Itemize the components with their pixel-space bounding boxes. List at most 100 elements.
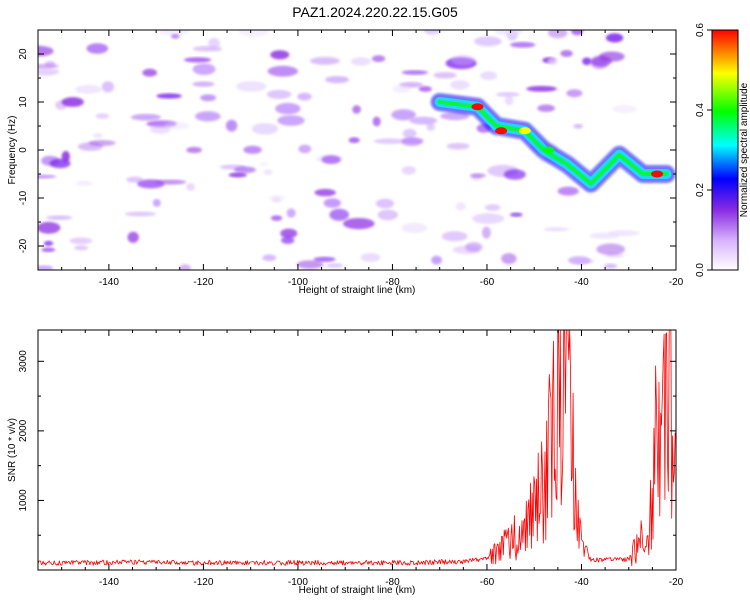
heatmap-texture-blob xyxy=(186,183,196,191)
heatmap-texture-blob xyxy=(451,54,476,66)
heatmap-x-tick-label: -40 xyxy=(574,277,589,288)
heatmap-texture-blob xyxy=(225,119,238,132)
heatmap-texture-blob xyxy=(93,133,103,139)
heatmap-texture-blob xyxy=(472,213,505,224)
heatmap-texture-blob xyxy=(314,188,336,197)
heatmap-texture-blob xyxy=(124,211,156,217)
heatmap-texture-blob xyxy=(510,41,536,48)
heatmap-texture-blob xyxy=(409,116,438,125)
heatmap-texture-blob xyxy=(286,208,296,218)
heatmap-texture-blob xyxy=(137,179,165,189)
snr-y-label: SNR (10 * v/v) xyxy=(7,418,18,482)
heatmap-texture-blob xyxy=(75,180,93,186)
heatmap-texture-blob xyxy=(501,253,517,265)
heatmap-texture-blob xyxy=(485,204,501,211)
heatmap-texture-blob xyxy=(455,202,466,211)
heatmap-texture-blob xyxy=(391,109,416,121)
heatmap-texture-blob xyxy=(270,215,283,221)
heatmap-texture-blob xyxy=(326,263,344,268)
colorbar: 0.0 0.2 0.4 0.6 Normalized spectral amplitu… xyxy=(695,23,750,277)
snr-x-tick-label: -80 xyxy=(385,577,400,588)
page-title: PAZ1.2024.220.22.15.G05 xyxy=(292,4,458,20)
heatmap-texture-blob xyxy=(482,226,491,239)
snr-y-tick-label: 1000 xyxy=(18,489,29,512)
heatmap-texture-blob xyxy=(296,260,324,269)
heatmap-texture-blob xyxy=(401,70,428,75)
snr-panel: -140 -120 -100 -80 -60 -40 -20 1000 2000 3000 He… xyxy=(7,329,684,596)
heatmap-texture-blob xyxy=(596,243,626,256)
heatmap-texture-blob xyxy=(55,100,67,110)
heatmap-texture-blob xyxy=(195,111,221,122)
heatmap-texture-blob xyxy=(401,166,416,175)
snr-x-tick-label: -20 xyxy=(669,577,684,588)
heatmap-texture-blob xyxy=(329,208,350,221)
heatmap-texture-blob xyxy=(263,169,273,175)
heatmap-texture-blob xyxy=(321,155,341,165)
heatmap-x-tick-label: -80 xyxy=(385,277,400,288)
heatmap-x-tick-label: -20 xyxy=(669,277,684,288)
heatmap-texture-blob xyxy=(348,137,360,144)
heatmap-texture-blob xyxy=(127,231,139,243)
colorbar-label: Normalized spectral amplitude xyxy=(739,82,750,217)
snr-series-line xyxy=(38,330,676,567)
heatmap-texture-blob xyxy=(446,142,470,150)
heatmap-texture-blob xyxy=(480,71,498,81)
heatmap-texture-blob xyxy=(450,80,470,90)
heatmap-texture-blob xyxy=(74,245,89,251)
heatmap-texture-blob xyxy=(547,57,558,66)
heatmap-texture-blob xyxy=(608,230,640,237)
heatmap-texture-blob xyxy=(266,89,292,99)
heatmap-texture-blob xyxy=(504,95,514,106)
snr-x-tick-label: -40 xyxy=(574,577,589,588)
heatmap-texture-blob xyxy=(41,247,56,252)
heatmap-texture-blob xyxy=(243,145,262,154)
heatmap-texture-blob xyxy=(46,215,73,220)
heatmap-texture-blob xyxy=(184,57,212,63)
heatmap-texture-blob xyxy=(77,142,104,151)
heatmap-texture-blob xyxy=(38,221,61,234)
heatmap-texture-blob xyxy=(360,253,381,262)
snr-background xyxy=(38,330,676,570)
heatmap-texture-blob xyxy=(503,169,526,180)
heatmap-texture-blob xyxy=(392,85,412,93)
colorbar-ticks: 0.0 0.2 0.4 0.6 xyxy=(695,23,712,277)
heatmap-texture-blob xyxy=(238,30,269,37)
heatmap-texture-blob xyxy=(572,259,594,264)
heatmap-texture-blob xyxy=(228,172,247,178)
heatmap-hotspot xyxy=(542,146,555,154)
heatmap-texture-blob xyxy=(75,84,102,94)
colorbar-gradient xyxy=(711,29,739,271)
heatmap-texture-blob xyxy=(373,138,406,144)
colorbar-tick-label: 0.0 xyxy=(695,263,706,277)
heatmap-texture-blob xyxy=(470,173,486,178)
heatmap-texture-blob xyxy=(323,198,341,208)
heatmap-texture-blob xyxy=(150,125,171,134)
heatmap-x-tick-label: -140 xyxy=(99,277,119,288)
heatmap-texture-blob xyxy=(86,43,109,54)
heatmap-texture-blob xyxy=(418,86,432,92)
heatmap-texture-blob xyxy=(61,97,84,107)
heatmap-x-axis: -140 -120 -100 -80 -60 -40 -20 xyxy=(61,30,684,288)
heatmap-marks xyxy=(38,30,676,270)
heatmap-texture-blob xyxy=(402,128,417,139)
heatmap-texture-blob xyxy=(372,55,386,63)
snr-x-label: Height of straight line (km) xyxy=(299,585,416,596)
heatmap-texture-blob xyxy=(557,186,579,196)
heatmap-x-tick-label: -60 xyxy=(480,277,495,288)
heatmap-texture-blob xyxy=(313,256,336,262)
heatmap-texture-blob xyxy=(262,254,277,262)
heatmap-texture-blob xyxy=(219,164,247,170)
snr-x-tick-label: -140 xyxy=(99,577,119,588)
heatmap-texture-blob xyxy=(560,50,573,57)
heatmap-y-tick-label: 20 xyxy=(18,48,29,60)
heatmap-texture-blob xyxy=(352,105,361,114)
heatmap-texture-blob xyxy=(192,63,216,75)
colorbar-tick-label: 0.2 xyxy=(695,183,706,197)
heatmap-texture-blob xyxy=(375,198,395,209)
heatmap-texture-blob xyxy=(433,72,457,79)
heatmap-texture-blob xyxy=(95,113,110,119)
heatmap-y-axis: -20 -10 0 10 20 xyxy=(18,29,676,271)
heatmap-texture-blob xyxy=(571,30,584,36)
